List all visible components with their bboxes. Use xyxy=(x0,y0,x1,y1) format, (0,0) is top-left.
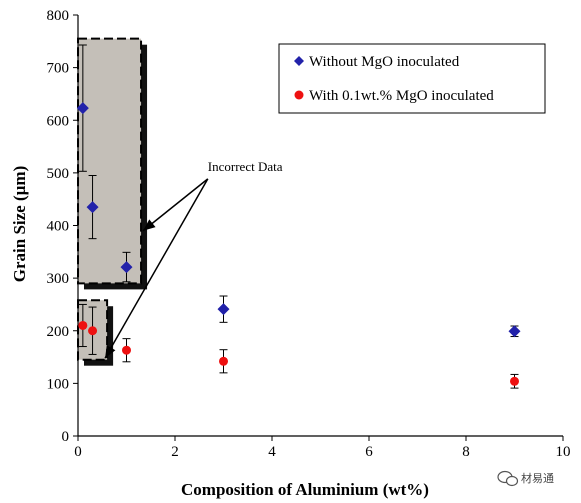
legend-label-with-mgo: With 0.1wt.% MgO inoculated xyxy=(309,88,494,104)
y-tick-label: 0 xyxy=(62,429,70,445)
data-point-without-mgo xyxy=(217,303,230,316)
y-tick-label: 200 xyxy=(47,324,70,340)
x-tick-label: 0 xyxy=(74,444,82,460)
legend-marker-diamond xyxy=(294,56,304,66)
annotation-arrow-line xyxy=(104,178,209,359)
y-tick-label: 500 xyxy=(47,166,70,182)
y-tick-label: 800 xyxy=(47,8,70,24)
y-tick-label: 100 xyxy=(47,376,70,392)
x-axis-title: Composition of Aluminium (wt%) xyxy=(181,480,429,499)
annotation-labels: Incorrect Data xyxy=(104,159,283,359)
y-tick-label: 400 xyxy=(47,219,70,235)
annotation-arrow-line xyxy=(142,178,209,232)
x-tick-label: 6 xyxy=(365,444,373,460)
annotation-arrowhead xyxy=(105,345,116,359)
y-axis-title: Grain Size (µm) xyxy=(10,166,29,283)
y-tick-label: 600 xyxy=(47,113,70,129)
annotation-label: Incorrect Data xyxy=(208,159,283,174)
y-tick-label: 300 xyxy=(47,271,70,287)
axes: 0 100 200 300 400 500 600 700 800 0 2 4 6 8 10 xyxy=(47,8,571,460)
data-point-without-mgo xyxy=(120,261,133,274)
watermark-text: 材易通 xyxy=(521,471,554,485)
data-point-with-mgo xyxy=(88,326,98,336)
legend-box xyxy=(278,43,546,114)
data-point-without-mgo xyxy=(76,102,89,115)
data-point-with-mgo xyxy=(78,320,88,330)
data-point-without-mgo xyxy=(508,325,521,338)
legend-marker-circle xyxy=(294,90,304,100)
data-layer xyxy=(76,44,521,389)
x-tick-label: 10 xyxy=(556,444,571,460)
x-tick-label: 4 xyxy=(268,444,276,460)
annotation-arrowhead xyxy=(143,219,156,231)
x-tick-label: 2 xyxy=(171,444,179,460)
legend-label-without-mgo: Without MgO inoculated xyxy=(309,54,460,70)
annotation-layer xyxy=(77,37,148,366)
x-tick-label: 8 xyxy=(462,444,470,460)
legend: Without MgO inoculated With 0.1wt.% MgO … xyxy=(278,43,546,114)
y-tick-label: 700 xyxy=(47,61,70,77)
data-point-without-mgo xyxy=(86,201,99,214)
data-point-with-mgo xyxy=(122,345,131,355)
data-point-with-mgo xyxy=(219,356,228,366)
wechat-icon xyxy=(497,470,519,487)
incorrect-data-box-1 xyxy=(77,37,143,285)
data-point-with-mgo xyxy=(510,376,519,386)
watermark: 材易通 xyxy=(497,470,554,487)
